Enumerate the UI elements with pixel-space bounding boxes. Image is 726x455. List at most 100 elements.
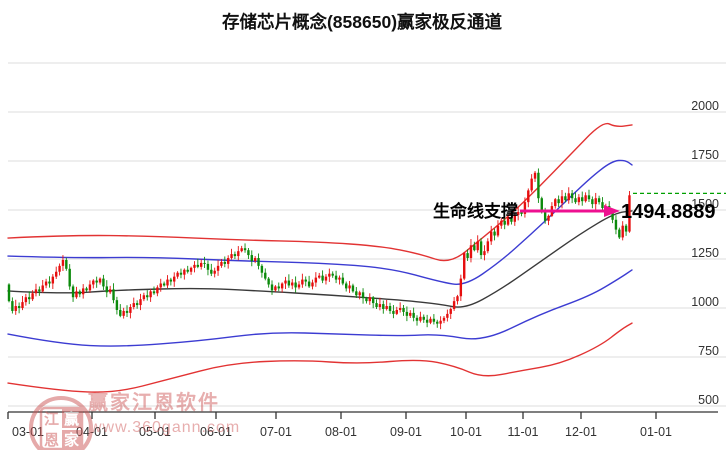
outer-bottom-line (7, 322, 633, 393)
y-axis-label: 2000 (691, 99, 719, 113)
candle-body (355, 291, 358, 296)
candle-body (85, 288, 88, 291)
candle-body (318, 275, 321, 278)
candle-body (570, 193, 574, 199)
candle-body (183, 269, 186, 275)
candle-body (34, 289, 38, 294)
candle-body (68, 268, 71, 287)
candle-body (500, 220, 503, 226)
candle-body (108, 289, 112, 293)
y-axis-label: 1250 (691, 246, 719, 260)
candle-body (520, 211, 523, 214)
candle-body (405, 311, 409, 316)
gann-stamp-icon: 江 赢 恩 家 (29, 396, 93, 455)
candle-body (81, 288, 85, 295)
candle-body (189, 267, 193, 272)
y-axis-label: 500 (698, 393, 719, 407)
candle-body (247, 250, 250, 256)
candle-body (628, 195, 631, 232)
candle-body (506, 216, 510, 225)
candle-body (523, 202, 527, 214)
channel-line-layer (7, 122, 633, 393)
candle-body (597, 198, 601, 203)
candle-body (560, 196, 564, 204)
candle-body (486, 241, 490, 252)
candle-body (51, 276, 55, 284)
candle-body (186, 269, 189, 272)
candle-body (21, 302, 24, 308)
candle-body (614, 219, 618, 230)
candle-body (230, 254, 233, 259)
candle-body (456, 296, 459, 302)
candle-body (584, 195, 587, 202)
candle-body (446, 313, 449, 318)
candle-body (149, 291, 152, 298)
candle-body (179, 272, 183, 275)
candle-body (388, 306, 392, 311)
candle-body (533, 172, 537, 179)
candle-body (314, 277, 318, 283)
candle-body (95, 280, 98, 283)
x-axis-label: 08-01 (325, 425, 357, 439)
candle-body (449, 308, 452, 314)
candle-body (274, 286, 277, 291)
candle-body (601, 202, 604, 209)
candle-body (564, 196, 567, 201)
candle-body (398, 308, 402, 310)
candle-body (385, 306, 388, 309)
candle-body (513, 214, 516, 222)
candle-body (591, 199, 594, 205)
x-axis-label: 11-01 (507, 425, 538, 439)
candle-body (102, 278, 105, 287)
stamp-char-2: 赢 (64, 410, 79, 428)
candle-body (257, 258, 260, 266)
candle-body (348, 285, 351, 289)
candle-body (537, 172, 540, 199)
stamp-char-3: 恩 (44, 432, 59, 449)
candle-body (206, 263, 210, 270)
candle-body (425, 319, 429, 323)
candle-body (129, 307, 132, 313)
candle-body (351, 285, 355, 292)
candle-body (193, 264, 196, 268)
candle-body (611, 210, 614, 220)
candle-body (489, 231, 493, 242)
candle-body (44, 281, 48, 286)
candle-body (11, 301, 14, 311)
candle-body (365, 298, 368, 302)
candle-body (358, 292, 361, 296)
candle-body (621, 225, 624, 238)
candle-body (459, 278, 463, 297)
annotation-layer (520, 192, 726, 218)
candle-body (493, 231, 496, 236)
candle-body (540, 198, 543, 212)
candle-body (530, 178, 533, 191)
candle-body (24, 297, 28, 303)
candle-body (284, 280, 287, 284)
inner-bottom-line (7, 269, 633, 347)
candle-body (361, 292, 365, 299)
candle-body (557, 199, 560, 204)
candle-body (510, 216, 513, 222)
candle-body (156, 287, 159, 294)
candle-body (253, 258, 257, 261)
candle-body (479, 241, 483, 256)
candle-body (159, 283, 162, 288)
candle-body (14, 306, 17, 311)
support-arrow-head (604, 205, 620, 218)
candle-body (41, 285, 44, 292)
candle-body (55, 271, 58, 277)
candle-body (382, 304, 385, 309)
candle-body (119, 309, 122, 316)
candle-body (115, 300, 119, 310)
candle-body (527, 190, 530, 203)
y-axis-label: 750 (698, 344, 719, 358)
candle-body (543, 211, 547, 221)
candle-body (345, 283, 348, 289)
candle-body (98, 278, 102, 283)
candle-body (267, 278, 270, 285)
support-annotation-label: 生命线支撑 (433, 201, 518, 221)
candle-body (587, 195, 591, 200)
candle-body (7, 284, 11, 302)
candle-body (442, 317, 446, 321)
